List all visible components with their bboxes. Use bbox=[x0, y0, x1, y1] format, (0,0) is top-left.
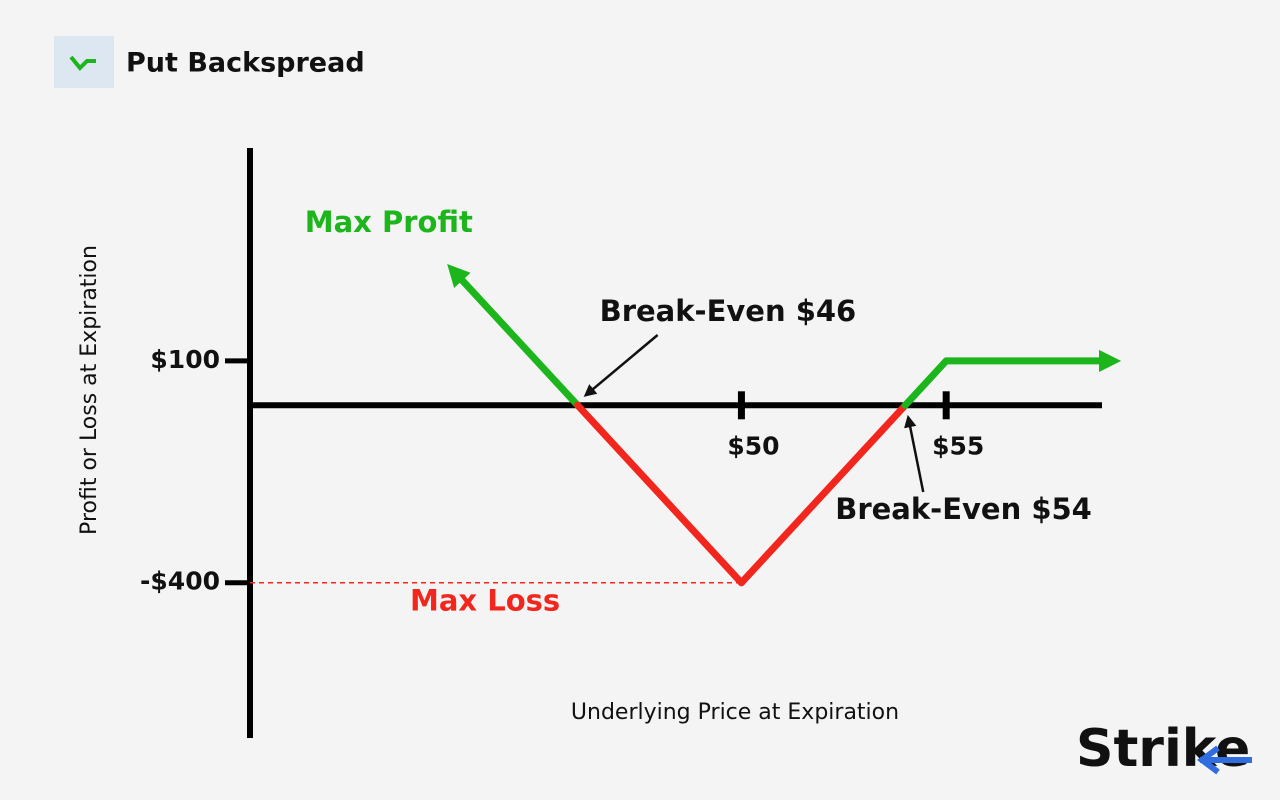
brand-arrow bbox=[1197, 745, 1252, 775]
x-tick-label: $50 bbox=[727, 431, 779, 460]
max-profit-label: Max Profit bbox=[305, 205, 473, 239]
max-loss-label: Max Loss bbox=[410, 584, 560, 618]
y-axis-label: Profit or Loss at Expiration bbox=[77, 245, 102, 535]
break-even-low-arrow bbox=[583, 334, 659, 397]
y-tick-label: $100 bbox=[150, 345, 220, 374]
payoff-segment bbox=[901, 357, 950, 409]
break-even-high-label: Break-Even $54 bbox=[835, 492, 1092, 526]
y-tick-label: -$400 bbox=[140, 567, 220, 596]
break-even-high-arrow bbox=[904, 414, 925, 493]
title: Put Backspread bbox=[126, 48, 365, 79]
payoff-segment bbox=[447, 263, 582, 409]
x-tick-label: $55 bbox=[932, 431, 984, 460]
brand-logo: Strike bbox=[1076, 719, 1250, 779]
payoff-segment bbox=[574, 401, 745, 587]
payoff-segment bbox=[737, 401, 909, 587]
title-icon bbox=[69, 55, 96, 71]
break-even-low-label: Break-Even $46 bbox=[600, 294, 857, 328]
x-axis-label: Underlying Price at Expiration bbox=[571, 700, 899, 725]
